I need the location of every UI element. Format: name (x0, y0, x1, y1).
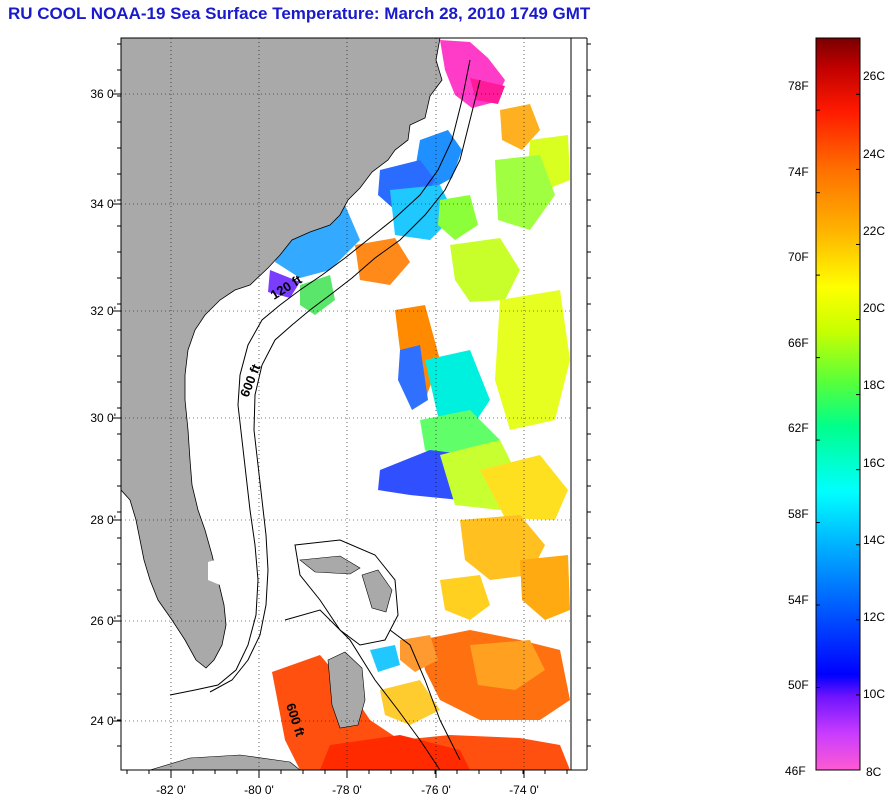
colorbar-c-label: 18C (863, 378, 885, 392)
sst-patch (380, 680, 440, 725)
land-andros (327, 651, 366, 729)
land-grand-bahama (299, 555, 361, 575)
contour-bahamas-east (389, 629, 461, 761)
sst-patch (425, 350, 490, 430)
sst-patch (355, 238, 410, 285)
sst-patch (480, 455, 568, 520)
sst-patch (300, 275, 335, 315)
tick-marks (113, 43, 591, 778)
lat-label: 26 0' (90, 614, 116, 628)
lat-label: 28 0' (90, 513, 116, 527)
sst-patch (438, 195, 478, 240)
colorbar-f-label: 74F (788, 165, 809, 179)
colorbar-f-label: 66F (788, 336, 809, 350)
sst-patch (390, 185, 455, 240)
colorbar-f-label: 46F (785, 764, 806, 778)
land-masses (121, 38, 443, 770)
land-lake-okeechobee (208, 558, 228, 585)
lon-label: -78 0' (332, 783, 362, 797)
sst-patch (370, 645, 400, 672)
colorbar-f-label: 70F (788, 250, 809, 264)
colorbar-c-label: 26C (863, 69, 885, 83)
sst-patch (398, 345, 428, 410)
sst-patch (500, 104, 540, 150)
sst-patches (268, 40, 570, 770)
colorbar-f-label: 62F (788, 421, 809, 435)
colorbar-f-label: 50F (788, 678, 809, 692)
land-mainland (121, 38, 443, 669)
colorbar-c-label: 14C (863, 533, 885, 547)
sst-patch (470, 640, 545, 690)
map-title: RU COOL NOAA-19 Sea Surface Temperature:… (8, 4, 591, 23)
colorbar-c-label: 22C (863, 224, 885, 238)
colorbar-c-label: 10C (863, 687, 885, 701)
colorbar-c-label: 8C (866, 765, 882, 779)
colorbar-f-label: 58F (788, 507, 809, 521)
land-cuba (149, 754, 301, 770)
lat-label: 30 0' (90, 411, 116, 425)
colorbar: 78F 74F 70F 66F 62F 58F 54F 50F 46F 26C … (785, 37, 885, 779)
colorbar-c-label: 24C (863, 147, 885, 161)
contour-bahamas-south (284, 609, 441, 770)
lon-label: -82 0' (156, 783, 186, 797)
sst-patch (495, 155, 555, 230)
isobath-contours (169, 59, 481, 770)
sst-patch (320, 735, 470, 770)
sst-patch (440, 575, 490, 620)
lat-label: 36 0' (90, 87, 116, 101)
land-abaco (361, 569, 393, 613)
colorbar-c-label: 12C (863, 610, 885, 624)
colorbar-ticks (816, 93, 860, 771)
sst-patch (520, 555, 570, 620)
colorbar-f-label: 54F (788, 593, 809, 607)
colorbar-f-label: 78F (788, 79, 809, 93)
sst-patch (272, 655, 570, 770)
sst-patch (450, 238, 520, 302)
lat-label: 24 0' (90, 714, 116, 728)
lat-label: 32 0' (90, 304, 116, 318)
colorbar-c-label: 20C (863, 301, 885, 315)
lon-label: -76 0' (421, 783, 451, 797)
colorbar-gradient (815, 37, 861, 771)
lon-label: -80 0' (244, 783, 274, 797)
lat-label: 34 0' (90, 197, 116, 211)
lon-label: -74 0' (509, 783, 539, 797)
sst-patch (495, 290, 570, 430)
tick-ruler (121, 37, 588, 771)
contour-600ft (209, 79, 481, 693)
contour-bahamas (294, 539, 399, 646)
grid-lines (121, 38, 571, 770)
sst-patch (268, 270, 300, 298)
colorbar-c-label: 16C (863, 456, 885, 470)
contour-120ft (169, 59, 471, 696)
